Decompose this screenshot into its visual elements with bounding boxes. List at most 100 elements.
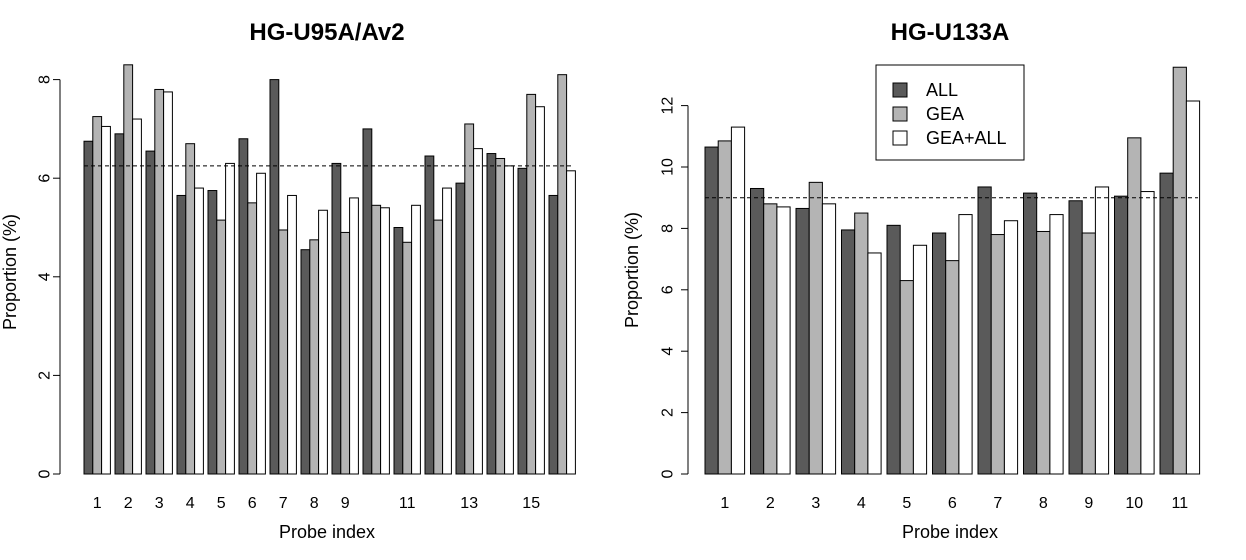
- bar-all-12: [424, 155, 435, 475]
- bar-gea-all-6: [958, 214, 973, 475]
- chart-title: HG-U133A: [891, 19, 1010, 46]
- x-tick-label: 1: [720, 495, 729, 512]
- bar-gea-5: [899, 280, 914, 475]
- y-tick-label: 8: [660, 224, 677, 233]
- chart-title: HG-U95A/Av2: [249, 19, 404, 46]
- y-tick-label: 2: [37, 371, 54, 380]
- bar-gea-all-6: [256, 172, 266, 475]
- bar-gea-12: [433, 219, 444, 475]
- x-tick-label: 3: [811, 495, 820, 512]
- bar-all-9: [331, 162, 342, 475]
- y-tick-label: 0: [660, 469, 677, 478]
- legend-swatch: [892, 82, 908, 98]
- bar-gea-all-15: [535, 106, 545, 475]
- bar-gea-15: [526, 93, 537, 475]
- y-tick-label: 2: [660, 408, 677, 417]
- bar-gea-4: [185, 143, 196, 475]
- bar-gea-5: [216, 219, 227, 475]
- bar-gea-all-10: [380, 207, 390, 475]
- bar-gea-16: [557, 74, 568, 475]
- bar-all-5: [207, 190, 218, 475]
- x-tick-label: 9: [341, 495, 350, 512]
- bar-gea-13: [464, 123, 475, 475]
- x-axis-label: Probe index: [279, 522, 375, 542]
- bar-gea-1: [92, 116, 103, 475]
- bar-gea-all-4: [867, 252, 882, 475]
- bar-all-16: [548, 194, 559, 475]
- bar-gea-all-1: [101, 125, 111, 475]
- chart-panel-hg-u133a: HG-U133A Probe index Proportion (%) 0 2 4 6…: [622, 19, 1201, 542]
- bar-gea-9: [340, 231, 351, 475]
- bar-gea-all-11: [411, 204, 421, 475]
- x-tick-label: 11: [399, 495, 416, 512]
- bar-gea-6: [945, 260, 960, 475]
- x-tick-label: 9: [1084, 495, 1093, 512]
- bar-gea-all-9: [349, 197, 359, 475]
- x-tick-label: 15: [522, 495, 540, 512]
- bar-gea-1: [717, 140, 732, 475]
- bar-gea-all-7: [1003, 220, 1019, 475]
- bar-gea-9: [1081, 232, 1096, 475]
- x-tick-label: 4: [857, 495, 866, 512]
- bar-all-8: [1023, 192, 1038, 475]
- x-tick-label: 10: [1125, 495, 1143, 512]
- bar-all-7: [977, 186, 992, 475]
- bar-gea-all-3: [821, 203, 837, 475]
- x-tick-label: 6: [248, 495, 257, 512]
- bar-all-4: [176, 194, 187, 475]
- legend-label: GEA+ALL: [926, 128, 1007, 148]
- legend-label: GEA: [926, 104, 964, 124]
- bar-all-4: [841, 229, 856, 475]
- bar-gea-all-5: [912, 244, 928, 475]
- bar-gea-all-4: [194, 187, 204, 475]
- bar-gea-all-5: [225, 162, 235, 475]
- x-tick-label: 2: [766, 495, 775, 512]
- bar-gea-2: [123, 64, 134, 475]
- bar-all-6: [238, 138, 249, 475]
- bar-gea-all-7: [287, 194, 297, 475]
- legend-swatch: [892, 106, 908, 122]
- y-tick-label: 6: [37, 174, 54, 183]
- y-tick-label: 12: [660, 97, 677, 115]
- legend-label: ALL: [926, 80, 958, 100]
- bar-all-15: [517, 167, 528, 475]
- x-axis-label: Probe index: [902, 522, 998, 542]
- y-axis-label: Proportion (%): [0, 214, 20, 330]
- bar-all-9: [1068, 200, 1083, 475]
- bar-gea-11: [402, 241, 413, 475]
- bar-gea-all-14: [504, 165, 514, 475]
- bar-all-1: [83, 140, 94, 475]
- bar-gea-11: [1172, 66, 1187, 475]
- bar-gea-all-12: [442, 187, 452, 475]
- bar-gea-8: [1036, 230, 1051, 475]
- bar-all-13: [455, 182, 466, 475]
- bar-all-3: [145, 150, 156, 475]
- bar-all-10: [1114, 195, 1129, 475]
- x-tick-label: 5: [902, 495, 911, 512]
- bar-gea-all-2: [776, 206, 791, 475]
- x-tick-label: 2: [124, 495, 133, 512]
- bar-all-6: [932, 232, 947, 475]
- bar-gea-all-11: [1185, 100, 1201, 475]
- y-tick-label: 10: [660, 158, 677, 176]
- legend: ALL GEA GEA+ALL: [875, 64, 1025, 161]
- bar-gea-all-2: [132, 118, 142, 475]
- bar-gea-all-16: [566, 170, 576, 475]
- bar-all-7: [269, 79, 280, 475]
- y-tick-label: 4: [37, 272, 54, 281]
- x-tick-label: 13: [460, 495, 478, 512]
- y-axis-label: Proportion (%): [622, 212, 642, 328]
- bar-all-8: [300, 249, 311, 475]
- bar-all-1: [704, 146, 719, 475]
- bar-gea-14: [495, 157, 506, 475]
- bar-gea-all-10: [1140, 191, 1155, 475]
- y-tick-label: 0: [37, 469, 54, 478]
- bar-all-3: [795, 207, 810, 475]
- x-tick-label: 1: [93, 495, 102, 512]
- x-tick-label: 8: [310, 495, 319, 512]
- bar-gea-all-8: [318, 209, 328, 475]
- x-tick-label: 3: [155, 495, 164, 512]
- x-tick-label: 11: [1171, 495, 1188, 512]
- bar-gea-all-13: [473, 148, 483, 475]
